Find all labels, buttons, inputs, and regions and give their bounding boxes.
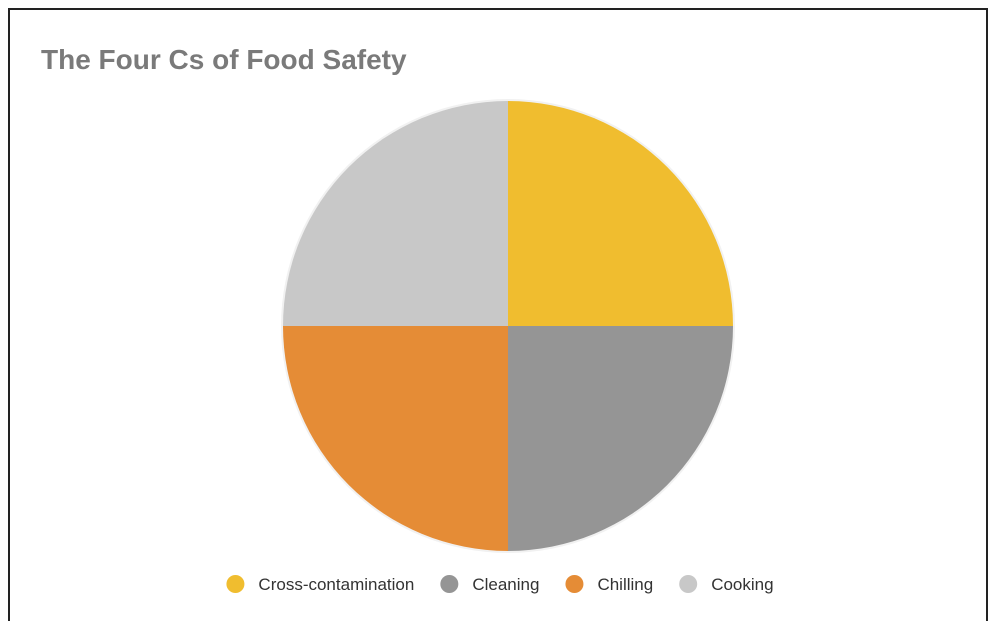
pie-slice-cleaning[interactable] <box>508 326 733 551</box>
legend-swatch-chilling <box>565 575 584 593</box>
legend-label-cross-contamination: Cross-contamination <box>258 575 414 594</box>
pie-slice-cooking[interactable] <box>283 101 508 326</box>
legend-item-cooking[interactable]: Cooking <box>679 575 774 594</box>
legend-label-chilling: Chilling <box>597 575 653 594</box>
chart-title: The Four Cs of Food Safety <box>41 44 407 75</box>
legend-item-chilling[interactable]: Chilling <box>565 575 653 594</box>
legend-swatch-cooking <box>679 575 698 593</box>
legend: Cross-contamination Cleaning Chilling Cooki… <box>226 575 774 594</box>
pie-slice-chilling[interactable] <box>283 326 508 551</box>
pie-slices <box>281 99 735 553</box>
pie-chart: Cross-contamination Cleaning Chilling Cooki… <box>226 99 774 594</box>
legend-item-cross-contamination[interactable]: Cross-contamination <box>226 575 414 594</box>
legend-swatch-cleaning <box>440 575 459 593</box>
legend-label-cleaning: Cleaning <box>472 575 539 594</box>
legend-item-cleaning[interactable]: Cleaning <box>440 575 539 594</box>
chart-container: The Four Cs of Food Safety Cross-contami… <box>8 8 988 621</box>
pie-slice-cross-contamination[interactable] <box>508 101 733 326</box>
legend-label-cooking: Cooking <box>711 575 773 594</box>
legend-swatch-cross-contamination <box>226 575 245 593</box>
